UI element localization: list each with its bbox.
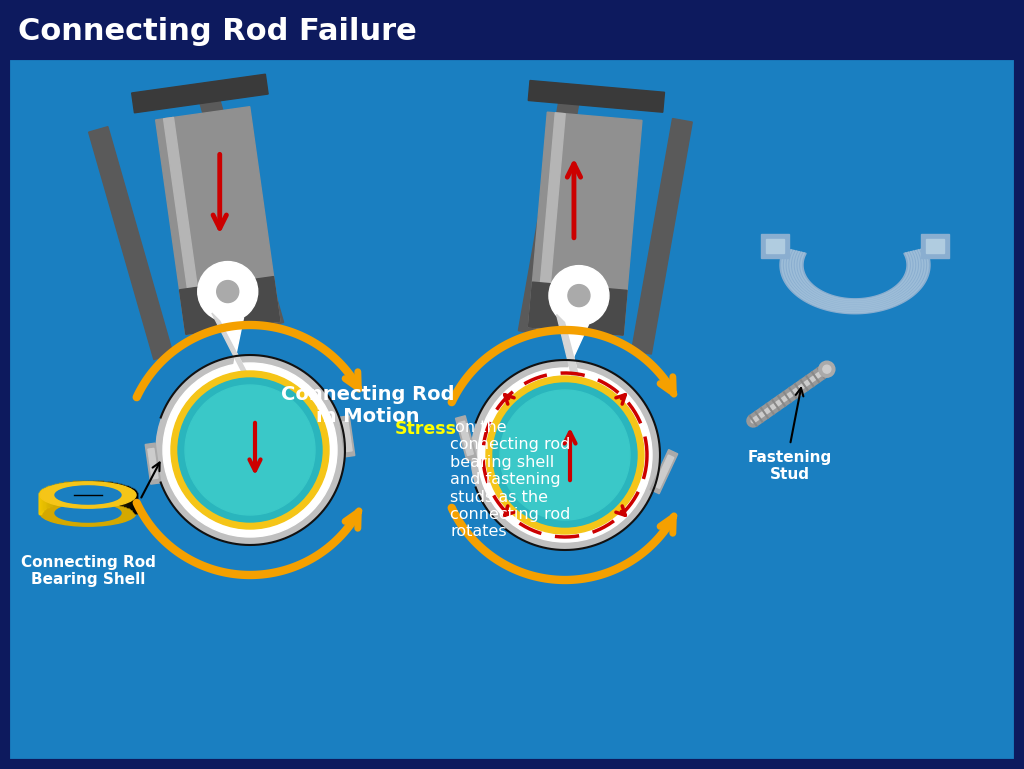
Polygon shape [179, 277, 280, 335]
Ellipse shape [55, 486, 121, 504]
Text: Connecting Rod Failure: Connecting Rod Failure [18, 18, 417, 46]
Ellipse shape [40, 500, 136, 526]
Polygon shape [650, 450, 678, 494]
Circle shape [819, 361, 835, 377]
Bar [0, 0, 1024, 58]
Polygon shape [212, 313, 265, 408]
Circle shape [171, 371, 329, 529]
Circle shape [178, 378, 322, 522]
Circle shape [163, 363, 337, 537]
Circle shape [185, 385, 315, 515]
Polygon shape [557, 315, 590, 418]
Circle shape [156, 356, 344, 544]
Text: Connecting Rod
Bearing Shell: Connecting Rod Bearing Shell [20, 555, 156, 588]
Polygon shape [147, 448, 158, 479]
Polygon shape [132, 74, 268, 113]
Polygon shape [528, 282, 627, 335]
Bar [0, 761, 1024, 769]
Circle shape [471, 361, 659, 549]
Polygon shape [156, 107, 280, 335]
Polygon shape [780, 248, 930, 314]
Bar [921, 234, 949, 258]
Ellipse shape [40, 482, 136, 508]
Polygon shape [537, 113, 565, 328]
Polygon shape [528, 112, 642, 335]
Text: Stress: Stress [395, 420, 457, 438]
Circle shape [823, 365, 830, 373]
Text: Fastening
Stud: Fastening Stud [748, 450, 833, 482]
Text: on the
connecting rod
bearing shell
and fastening
studs as the
connecting rod
ro: on the connecting rod bearing shell and … [450, 420, 570, 539]
Bar [926, 239, 944, 253]
Text: Connecting Rod
in Motion: Connecting Rod in Motion [282, 385, 455, 426]
Circle shape [568, 285, 590, 307]
Polygon shape [200, 95, 284, 328]
Circle shape [549, 265, 609, 325]
Polygon shape [456, 416, 476, 461]
Circle shape [217, 281, 239, 302]
Bar [766, 239, 784, 253]
Polygon shape [342, 421, 352, 451]
Polygon shape [528, 81, 665, 112]
Polygon shape [518, 98, 579, 334]
Bar [761, 234, 790, 258]
Polygon shape [632, 118, 692, 354]
Polygon shape [164, 118, 204, 333]
Polygon shape [145, 443, 161, 484]
Polygon shape [654, 455, 674, 488]
Circle shape [500, 390, 630, 520]
Polygon shape [548, 322, 590, 418]
Polygon shape [339, 416, 354, 457]
Circle shape [198, 261, 258, 321]
Circle shape [486, 376, 644, 534]
Circle shape [493, 383, 637, 527]
Polygon shape [89, 127, 173, 360]
Polygon shape [459, 421, 473, 455]
Polygon shape [220, 318, 265, 414]
Ellipse shape [55, 504, 121, 522]
Circle shape [478, 368, 652, 542]
